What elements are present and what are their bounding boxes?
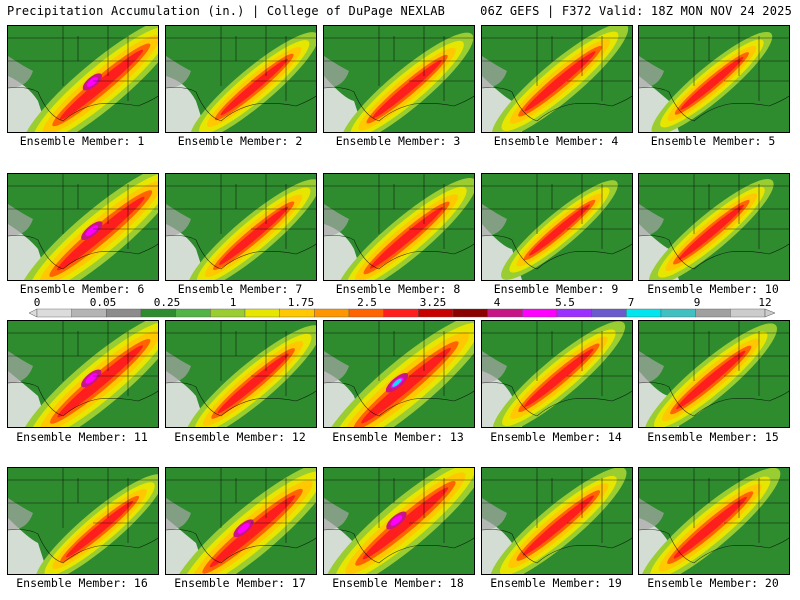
member-map-6 [7, 173, 159, 281]
scale-swatch [418, 308, 454, 318]
scale-label: 12 [758, 296, 772, 309]
member-label-13: Ensemble Member: 13 [332, 430, 464, 444]
member-label-9: Ensemble Member: 9 [493, 282, 619, 296]
scale-label: 1.75 [287, 296, 315, 309]
member-map-7 [165, 173, 317, 281]
member-label-17: Ensemble Member: 17 [174, 576, 306, 590]
member-map-9 [481, 173, 633, 281]
member-label-12: Ensemble Member: 12 [174, 430, 306, 444]
member-map-10 [638, 173, 790, 281]
scale-swatch [210, 308, 246, 318]
member-label-3: Ensemble Member: 3 [335, 134, 461, 148]
scale-label: 2.5 [357, 296, 377, 309]
scale-label: 9 [693, 296, 701, 309]
member-label-8: Ensemble Member: 8 [335, 282, 461, 296]
scale-swatch [626, 308, 662, 318]
scale-swatch [279, 308, 315, 318]
member-map-20 [638, 467, 790, 575]
scale-swatch [348, 308, 384, 318]
scale-swatch [695, 308, 731, 318]
scale-label: 0.25 [153, 296, 181, 309]
member-label-6: Ensemble Member: 6 [19, 282, 145, 296]
scale-swatch [175, 308, 211, 318]
member-map-11 [7, 320, 159, 428]
scale-swatch [487, 308, 523, 318]
member-label-14: Ensemble Member: 14 [490, 430, 622, 444]
scale-swatch [71, 308, 107, 318]
member-label-2: Ensemble Member: 2 [177, 134, 303, 148]
member-label-4: Ensemble Member: 4 [493, 134, 619, 148]
member-label-15: Ensemble Member: 15 [647, 430, 779, 444]
scale-label: 5.5 [555, 296, 575, 309]
member-map-15 [638, 320, 790, 428]
scale-swatch [591, 308, 627, 318]
color-scale-bar [28, 308, 776, 318]
member-map-5 [638, 25, 790, 133]
member-map-2 [165, 25, 317, 133]
member-map-1 [7, 25, 159, 133]
scale-swatch [556, 308, 592, 318]
scale-label: 0.05 [89, 296, 117, 309]
member-map-13 [323, 320, 475, 428]
member-map-8 [323, 173, 475, 281]
scale-swatch [452, 308, 488, 318]
header-valid-time: 06Z GEFS | F372 Valid: 18Z MON NOV 24 20… [480, 4, 792, 18]
member-label-11: Ensemble Member: 11 [16, 430, 148, 444]
header-title: Precipitation Accumulation (in.) | Colle… [7, 4, 446, 18]
member-label-18: Ensemble Member: 18 [332, 576, 464, 590]
member-label-7: Ensemble Member: 7 [177, 282, 303, 296]
scale-swatch [314, 308, 350, 318]
scale-swatch [660, 308, 696, 318]
scale-swatch [383, 308, 419, 318]
scale-swatch [522, 308, 558, 318]
member-label-20: Ensemble Member: 20 [647, 576, 779, 590]
scale-label: 1 [229, 296, 237, 309]
scale-label: 3.25 [419, 296, 447, 309]
member-map-3 [323, 25, 475, 133]
scale-swatch [730, 308, 766, 318]
scale-swatch [140, 308, 176, 318]
scale-label: 4 [493, 296, 501, 309]
member-map-12 [165, 320, 317, 428]
member-map-19 [481, 467, 633, 575]
member-label-1: Ensemble Member: 1 [19, 134, 145, 148]
member-map-16 [7, 467, 159, 575]
member-label-10: Ensemble Member: 10 [647, 282, 779, 296]
scale-swatch [244, 308, 280, 318]
member-label-5: Ensemble Member: 5 [650, 134, 776, 148]
scale-swatch [36, 308, 72, 318]
member-map-18 [323, 467, 475, 575]
member-map-17 [165, 467, 317, 575]
member-map-4 [481, 25, 633, 133]
scale-label: 7 [627, 296, 635, 309]
scale-swatch [106, 308, 142, 318]
member-map-14 [481, 320, 633, 428]
scale-label: 0 [33, 296, 41, 309]
member-label-19: Ensemble Member: 19 [490, 576, 622, 590]
member-label-16: Ensemble Member: 16 [16, 576, 148, 590]
